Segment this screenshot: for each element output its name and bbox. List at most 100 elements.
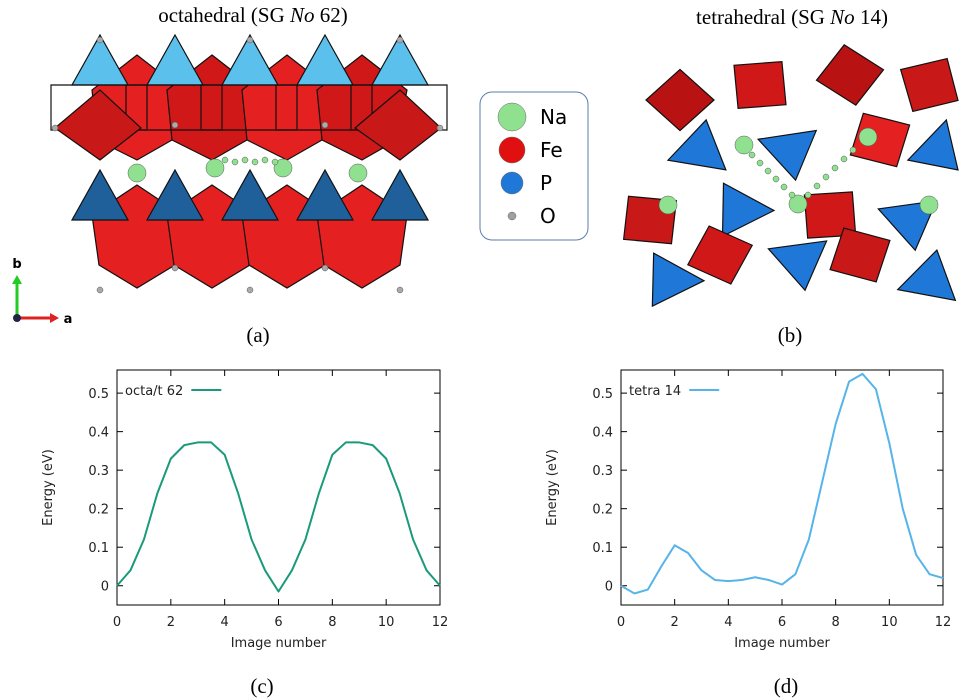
y-tick-label: 0.2 <box>88 503 109 518</box>
polyhedron <box>147 35 203 85</box>
x-axis-label: Image number <box>734 636 830 651</box>
legend-box <box>480 92 588 240</box>
atom <box>814 183 820 189</box>
atom <box>823 174 829 180</box>
title-part: 62) <box>315 3 348 27</box>
atom <box>832 165 838 171</box>
y-tick-label: 0 <box>101 580 109 595</box>
atom <box>397 287 403 293</box>
legend-label: Fe <box>540 138 563 162</box>
polyhedron <box>297 170 353 220</box>
polyhedron <box>72 170 128 220</box>
atom <box>322 265 328 271</box>
title-part: octahedral (SG <box>158 3 290 27</box>
x-tick-label: 12 <box>935 615 952 630</box>
panel-title: tetrahedral (SG No 14) <box>696 5 888 29</box>
x-tick-label: 12 <box>432 615 449 630</box>
atom <box>841 156 847 162</box>
y-axis-label: Energy (eV) <box>545 449 560 526</box>
atom <box>172 122 178 128</box>
title-part: No <box>289 3 315 27</box>
atom <box>272 159 278 165</box>
y-tick-label: 0.5 <box>592 387 613 402</box>
atom <box>920 196 938 214</box>
polyhedron <box>816 45 883 105</box>
y-tick-label: 0.5 <box>88 387 109 402</box>
y-tick-label: 0.1 <box>592 541 613 556</box>
atom <box>222 157 228 163</box>
polyhedron <box>908 120 958 170</box>
caption: (a) <box>246 323 269 347</box>
title-part: No <box>829 5 855 29</box>
legend-marker <box>498 103 526 131</box>
polyhedron <box>898 250 956 300</box>
x-tick-label: 8 <box>328 615 336 630</box>
origin <box>13 314 21 322</box>
atom <box>247 37 253 43</box>
plot-frame <box>621 370 943 605</box>
x-tick-label: 0 <box>113 615 121 630</box>
panel-title: octahedral (SG No 62) <box>158 3 348 27</box>
atom <box>172 265 178 271</box>
y-axis-label: Energy (eV) <box>41 449 56 526</box>
atom <box>97 37 103 43</box>
legend-label: O <box>540 204 556 228</box>
atom <box>262 157 268 163</box>
arrow-head <box>50 313 59 323</box>
atom <box>859 128 877 146</box>
y-tick-label: 0.1 <box>88 541 109 556</box>
plot-frame <box>117 370 440 605</box>
caption: (b) <box>778 323 803 347</box>
atom <box>805 192 811 198</box>
y-tick-label: 0.4 <box>592 426 613 441</box>
atom <box>749 152 755 158</box>
atom <box>437 125 443 131</box>
atom <box>97 287 103 293</box>
series-line <box>117 442 440 591</box>
atom <box>397 37 403 43</box>
caption: (c) <box>250 674 273 698</box>
x-tick-label: 6 <box>778 615 786 630</box>
x-tick-label: 10 <box>378 615 395 630</box>
x-tick-label: 4 <box>724 615 732 630</box>
polyhedron <box>688 226 752 284</box>
x-tick-label: 4 <box>221 615 229 630</box>
polyhedron <box>646 69 714 130</box>
atom <box>128 164 146 182</box>
x-tick-label: 10 <box>881 615 898 630</box>
polyhedron <box>723 183 774 236</box>
legend-label: tetra 14 <box>629 384 681 399</box>
charts: 0 2 4 6 8 10 12 0 0.1 0.2 0.3 0.4 0.5 Image number Ene… <box>41 370 951 698</box>
caption: (d) <box>774 674 799 698</box>
atom <box>781 184 787 190</box>
polyhedron <box>734 62 786 109</box>
atom <box>349 164 367 182</box>
x-tick-label: 0 <box>617 615 625 630</box>
x-tick-label: 8 <box>832 615 840 630</box>
atom <box>247 287 253 293</box>
legend-label: octa/t 62 <box>125 384 183 399</box>
title-part: tetrahedral (SG <box>696 5 830 29</box>
polyhedron <box>768 241 826 290</box>
polyhedron <box>222 170 278 220</box>
series-line <box>621 374 943 594</box>
atom <box>252 159 258 165</box>
polyhedron <box>901 59 958 112</box>
arrow-head <box>12 275 22 284</box>
atom <box>322 122 328 128</box>
atom <box>789 192 795 198</box>
x-tick-label: 2 <box>167 615 175 630</box>
y-tick-label: 0.2 <box>592 503 613 518</box>
legend-label: P <box>540 171 552 195</box>
atom <box>757 160 763 166</box>
atom <box>52 125 58 131</box>
y-tick-label: 0.3 <box>88 464 109 479</box>
polyhedron <box>372 170 428 220</box>
y-tick-label: 0 <box>605 580 613 595</box>
y-tick-label: 0.4 <box>88 426 109 441</box>
legend-marker <box>501 172 523 194</box>
atom <box>659 196 677 214</box>
x-tick-label: 6 <box>274 615 282 630</box>
atom <box>773 176 779 182</box>
axis-label: a <box>64 312 73 327</box>
